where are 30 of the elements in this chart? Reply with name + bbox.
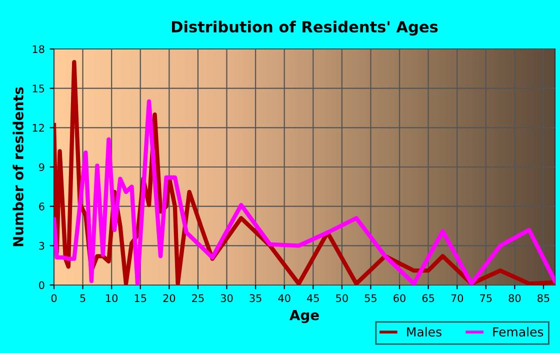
y-tick-label: 12 [32,124,44,132]
y-tick-label: 15 [32,84,44,92]
x-tick-label: 65 [422,294,434,302]
x-tick-label: 60 [394,294,406,302]
x-tick-label: 25 [192,294,204,302]
x-tick-label: 0 [51,294,57,302]
chart-title: Distribution of Residents' Ages [172,20,438,36]
x-tick-label: 75 [480,294,492,302]
x-tick-label: 70 [451,294,464,302]
legend-label: Males [407,326,442,337]
y-tick-label: 18 [32,45,44,54]
x-tick-label: 35 [250,294,262,302]
y-axis-title: Number of residents [12,87,24,246]
x-tick-label: 40 [278,294,290,302]
x-tick-label: 5 [80,294,86,302]
x-tick-label: 45 [307,294,319,302]
x-tick-label: 50 [336,294,348,302]
x-tick-label: 30 [220,294,233,302]
y-tick-label: 6 [39,202,44,210]
y-tick-label: 9 [39,163,44,172]
legend-label: Females [493,326,544,337]
y-tick-label: 0 [39,281,44,290]
x-axis-title: Age [290,310,319,324]
x-tick-label: 20 [163,294,176,302]
x-tick-label: 80 [508,294,521,302]
x-tick-label: 10 [106,294,118,302]
x-tick-label: 85 [538,294,550,302]
x-tick-label: 15 [134,294,146,302]
y-tick-label: 3 [39,242,44,250]
x-tick-label: 55 [364,294,376,302]
